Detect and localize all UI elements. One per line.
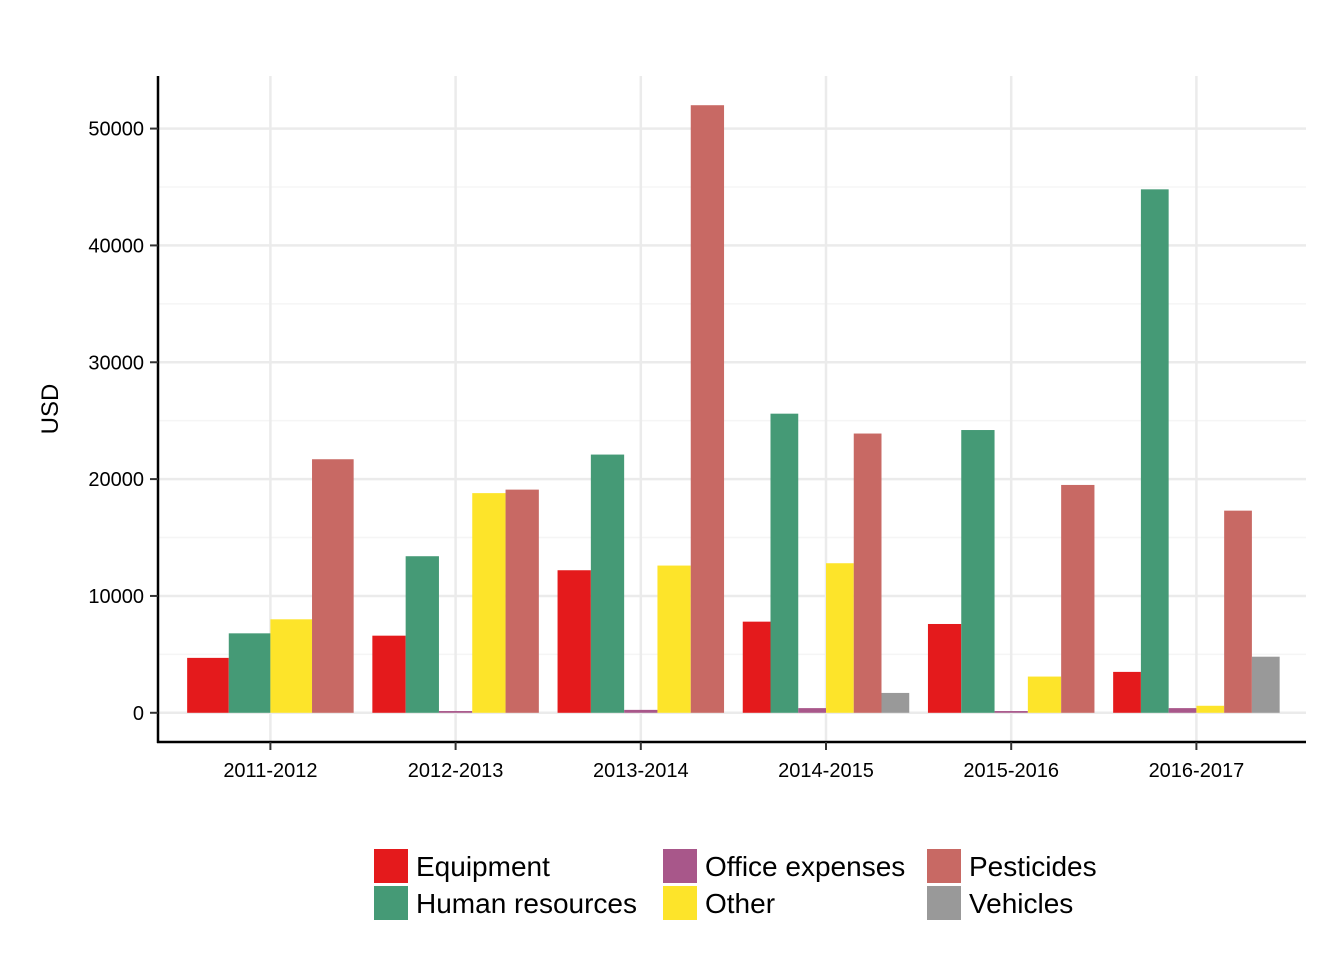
bar-other-2014-2015 <box>826 563 854 713</box>
legend-label: Pesticides <box>969 851 1097 882</box>
legend: Equipment Human resources Office expenses O… <box>374 849 1097 920</box>
x-tick-label: 2011-2012 <box>223 760 317 782</box>
y-tick-label: 40000 <box>88 235 144 257</box>
bar-office-expenses-2013-2014 <box>624 709 658 713</box>
legend-item-office-expenses: Office expenses <box>663 849 905 883</box>
bar-equipment-2015-2016 <box>927 623 962 713</box>
bar-human-resources-2011-2012 <box>228 633 271 713</box>
legend-item-equipment: Equipment <box>374 849 550 883</box>
y-tick-label: 20000 <box>88 469 144 491</box>
bar-other-2015-2016 <box>1027 676 1062 713</box>
x-tick-label: 2013-2014 <box>593 760 689 782</box>
legend-swatch <box>927 849 961 883</box>
bar-human-resources-2016-2017 <box>1140 189 1169 713</box>
bar-equipment-2012-2013 <box>372 635 406 713</box>
bar-office-expenses-2015-2016 <box>994 711 1028 713</box>
legend-label: Vehicles <box>969 888 1073 919</box>
bar-equipment-2013-2014 <box>557 570 591 713</box>
bar-office-expenses-2016-2017 <box>1168 708 1197 713</box>
bar-pesticides-2011-2012 <box>312 459 354 713</box>
legend-item-human-resources: Human resources <box>374 886 637 920</box>
bar-vehicles-2014-2015 <box>881 692 910 713</box>
legend-label: Office expenses <box>705 851 905 882</box>
legend-item-vehicles: Vehicles <box>927 886 1073 920</box>
y-tick-label: 30000 <box>88 352 144 374</box>
bar-pesticides-2013-2014 <box>690 105 725 713</box>
bars <box>187 105 1280 713</box>
legend-swatch <box>374 886 408 920</box>
y-tick-label: 0 <box>133 703 144 725</box>
legend-label: Other <box>705 888 775 919</box>
y-axis-ticks: 0 10000 20000 30000 40000 50000 <box>88 119 158 725</box>
bar-office-expenses-2012-2013 <box>438 711 473 713</box>
bar-equipment-2011-2012 <box>187 657 229 713</box>
bar-human-resources-2015-2016 <box>961 430 995 713</box>
axes <box>156 76 1306 744</box>
x-axis-ticks: 2011-2012 2012-2013 2013-2014 2014-2015 2015… <box>223 742 1244 782</box>
bar-pesticides-2012-2013 <box>505 489 539 713</box>
bar-other-2013-2014 <box>657 565 691 713</box>
bar-pesticides-2014-2015 <box>853 433 882 713</box>
x-tick-label: 2016-2017 <box>1149 760 1245 782</box>
y-axis-title: USD <box>37 384 64 435</box>
x-tick-label: 2014-2015 <box>778 760 874 782</box>
legend-item-other: Other <box>663 886 775 920</box>
bar-human-resources-2013-2014 <box>590 454 625 713</box>
x-tick-label: 2012-2013 <box>408 760 504 782</box>
bar-equipment-2014-2015 <box>742 621 771 713</box>
y-tick-label: 50000 <box>88 119 144 141</box>
bar-office-expenses-2014-2015 <box>798 708 826 713</box>
bar-vehicles-2016-2017 <box>1251 656 1280 713</box>
bar-equipment-2016-2017 <box>1113 671 1141 713</box>
bar-other-2016-2017 <box>1196 705 1225 713</box>
bar-other-2012-2013 <box>472 493 506 713</box>
bar-human-resources-2012-2013 <box>405 556 439 713</box>
legend-swatch <box>663 886 697 920</box>
grid <box>158 76 1306 742</box>
bar-human-resources-2014-2015 <box>770 413 799 713</box>
legend-item-pesticides: Pesticides <box>927 849 1097 883</box>
legend-label: Equipment <box>416 851 550 882</box>
bar-pesticides-2016-2017 <box>1224 510 1252 713</box>
x-tick-label: 2015-2016 <box>963 760 1059 782</box>
bar-pesticides-2015-2016 <box>1061 484 1095 713</box>
bar-other-2011-2012 <box>270 619 313 713</box>
y-tick-label: 10000 <box>88 586 144 608</box>
legend-swatch <box>663 849 697 883</box>
legend-swatch <box>374 849 408 883</box>
legend-label: Human resources <box>416 888 637 919</box>
legend-swatch <box>927 886 961 920</box>
